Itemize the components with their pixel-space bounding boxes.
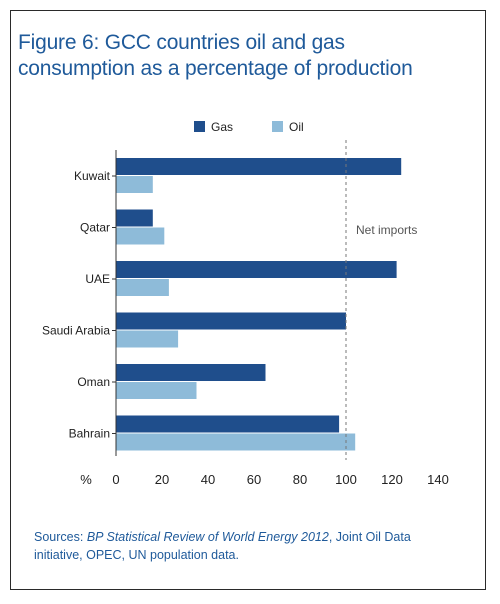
net-imports-reference: Net imports xyxy=(345,140,417,460)
net-imports-label: Net imports xyxy=(356,223,417,237)
category-label-oman: Oman xyxy=(77,375,110,389)
category-label-qatar: Qatar xyxy=(80,221,110,235)
x-tick-label: 0 xyxy=(112,472,119,487)
bar-gas-saudi-arabia xyxy=(116,312,346,330)
legend: Gas Oil xyxy=(194,120,304,134)
x-tick-label: 140 xyxy=(427,472,449,487)
chart-title: Figure 6: GCC countries oil and gas cons… xyxy=(18,30,458,82)
x-axis-unit-label: % xyxy=(80,472,92,487)
figure-frame xyxy=(10,10,486,590)
category-label-bahrain: Bahrain xyxy=(69,427,110,441)
bar-oil-saudi-arabia xyxy=(116,330,179,348)
chart-title-line-1: Figure 6: GCC countries oil and gas xyxy=(18,31,345,54)
bar-oil-kuwait xyxy=(116,176,153,193)
category-label-saudi-arabia: Saudi Arabia xyxy=(42,324,110,338)
category-label-uae: UAE xyxy=(85,272,110,286)
x-tick-label: 60 xyxy=(247,472,261,487)
category-label-kuwait: Kuwait xyxy=(74,169,111,183)
x-tick-label: 40 xyxy=(201,472,215,487)
source-italic: BP Statistical Review of World Energy 20… xyxy=(86,530,329,544)
x-tick-label: 120 xyxy=(381,472,403,487)
source-note: Sources: BP Statistical Review of World … xyxy=(34,528,474,564)
bar-oil-qatar xyxy=(116,227,165,245)
x-tick-label: 100 xyxy=(335,472,357,487)
bars xyxy=(116,158,402,451)
legend-label-gas: Gas xyxy=(211,120,233,134)
x-axis: 0 20 40 60 80 100 120 140% xyxy=(80,150,449,487)
category-labels: Kuwait Qatar UAE Saudi Arabia Oman Bahrain xyxy=(42,169,116,441)
bar-oil-oman xyxy=(116,382,197,399)
bar-gas-oman xyxy=(116,364,266,381)
bar-gas-bahrain xyxy=(116,415,340,433)
chart-title-line-2: consumption as a percentage of productio… xyxy=(18,57,413,80)
x-tick-label: 20 xyxy=(155,472,169,487)
source-suffix: , Joint Oil Data xyxy=(328,530,411,544)
bar-gas-uae xyxy=(116,261,397,278)
source-prefix: Sources: xyxy=(34,530,87,544)
bar-gas-qatar xyxy=(116,209,153,227)
bar-gas-kuwait xyxy=(116,158,402,175)
legend-swatch-oil xyxy=(272,121,283,132)
bar-oil-uae xyxy=(116,279,169,296)
bar-oil-bahrain xyxy=(116,433,356,451)
source-line-2: initiative, OPEC, UN population data. xyxy=(34,548,239,562)
legend-label-oil: Oil xyxy=(289,120,304,134)
legend-swatch-gas xyxy=(194,121,205,132)
x-tick-label: 80 xyxy=(293,472,307,487)
